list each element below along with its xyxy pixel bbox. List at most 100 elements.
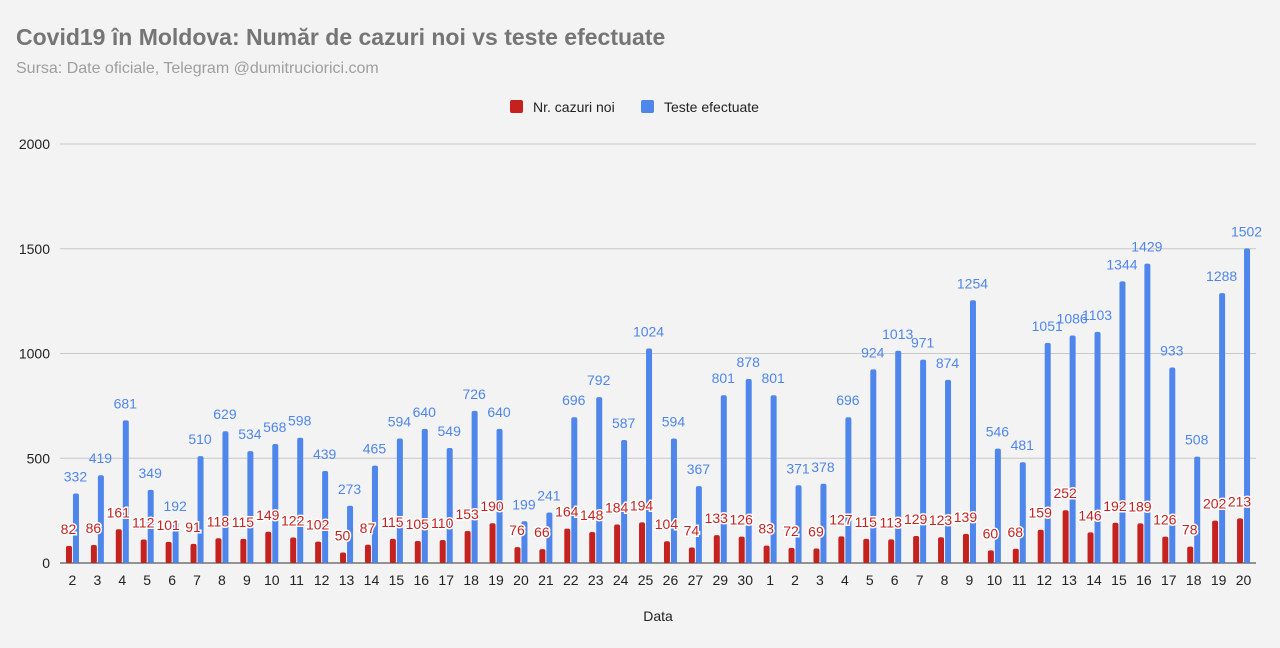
data-label-tests: 481 [1011, 437, 1035, 453]
bar-tests [1119, 281, 1126, 563]
x-tick-label: 8 [941, 572, 949, 588]
legend-swatch-tests [641, 100, 654, 113]
data-label-tests: 629 [213, 406, 237, 422]
data-label-tests: 594 [662, 414, 686, 430]
data-label-tests: 534 [238, 426, 262, 442]
bar-cases [315, 541, 322, 563]
data-label-cases: 72 [783, 523, 799, 539]
bar-cases [1087, 532, 1094, 563]
bar-cases [738, 536, 745, 563]
x-tick-label: 29 [713, 572, 729, 588]
data-label-cases: 148 [580, 507, 604, 523]
x-tick-label: 3 [816, 572, 824, 588]
bar-cases [90, 544, 97, 563]
data-label-tests: 587 [612, 415, 636, 431]
bar-tests [770, 395, 777, 563]
bar-tests [720, 395, 727, 563]
bar-cases [938, 537, 945, 563]
x-tick-label: 10 [264, 572, 280, 588]
data-label-cases: 139 [954, 509, 978, 525]
bar-tests [297, 437, 304, 563]
x-tick-label: 6 [891, 572, 899, 588]
bar-cases [290, 537, 297, 563]
x-tick-label: 9 [966, 572, 974, 588]
data-label-cases: 60 [983, 525, 999, 541]
bar-tests [72, 493, 79, 563]
y-tick-label: 500 [27, 450, 51, 466]
bar-tests [895, 350, 902, 563]
x-tick-label: 12 [314, 572, 330, 588]
bar-cases [589, 531, 596, 563]
bar-tests [1194, 456, 1201, 563]
data-label-tests: 874 [936, 355, 960, 371]
bar-cases [987, 550, 994, 563]
bar-tests [1069, 335, 1076, 563]
data-label-cases: 184 [605, 499, 629, 515]
data-label-cases: 189 [1128, 498, 1152, 514]
bar-tests [272, 444, 279, 563]
data-label-tests: 924 [861, 344, 885, 360]
x-tick-label: 12 [1036, 572, 1052, 588]
data-label-cases: 159 [1029, 505, 1053, 521]
bar-cases [962, 533, 969, 563]
bar-tests [322, 471, 329, 563]
y-tick-label: 1000 [19, 346, 50, 362]
data-label-tests: 465 [363, 441, 387, 457]
data-label-tests: 640 [487, 404, 511, 420]
data-label-cases: 102 [306, 517, 330, 533]
bar-tests [820, 483, 827, 563]
bar-tests [795, 485, 802, 563]
data-label-tests: 933 [1160, 343, 1184, 359]
data-label-cases: 68 [1008, 524, 1024, 540]
bar-cases [1212, 520, 1219, 563]
data-label-tests: 801 [712, 370, 736, 386]
bar-tests [695, 486, 702, 563]
x-tick-label: 11 [1012, 572, 1027, 588]
data-label-tests: 568 [263, 419, 287, 435]
bar-tests [347, 505, 354, 563]
bar-tests [969, 300, 976, 563]
data-label-tests: 349 [139, 465, 163, 481]
data-label-cases: 91 [185, 519, 201, 535]
x-tick-label: 18 [1186, 572, 1202, 588]
data-label-tests: 878 [737, 354, 761, 370]
data-label-tests: 1051 [1032, 318, 1063, 334]
bar-cases [564, 528, 571, 563]
x-tick-label: 27 [688, 572, 704, 588]
bar-cases [639, 522, 646, 563]
x-tick-label: 10 [987, 572, 1003, 588]
data-label-tests: 1024 [633, 323, 664, 339]
legend-swatch-cases [510, 100, 523, 113]
data-label-cases: 115 [855, 514, 878, 530]
bar-tests [521, 521, 528, 563]
y-tick-label: 0 [42, 555, 50, 571]
x-tick-label: 9 [243, 572, 251, 588]
bar-cases [265, 531, 272, 563]
data-label-cases: 112 [132, 515, 155, 531]
bar-cases [414, 541, 421, 563]
x-tick-label: 11 [289, 572, 304, 588]
bar-cases [1237, 518, 1244, 563]
data-label-tests: 696 [836, 392, 860, 408]
data-label-tests: 273 [338, 481, 362, 497]
bar-cases [838, 536, 845, 563]
data-label-cases: 66 [534, 524, 550, 540]
bar-tests [1169, 367, 1176, 563]
bar-tests [1219, 293, 1226, 563]
bar-cases [863, 538, 870, 563]
x-tick-label: 4 [841, 572, 849, 588]
data-label-cases: 126 [1153, 512, 1177, 528]
bar-cases [688, 547, 695, 563]
x-tick-label: 23 [588, 572, 604, 588]
data-label-cases: 149 [256, 507, 280, 523]
x-tick-label: 21 [538, 572, 554, 588]
x-tick-label: 8 [218, 572, 226, 588]
bar-tests [147, 489, 154, 563]
bar-cases [913, 535, 920, 563]
bar-tests [670, 438, 677, 563]
data-label-cases: 69 [808, 524, 824, 540]
data-label-tests: 1254 [957, 275, 988, 291]
data-label-tests: 510 [188, 431, 212, 447]
data-label-cases: 78 [1182, 522, 1198, 538]
